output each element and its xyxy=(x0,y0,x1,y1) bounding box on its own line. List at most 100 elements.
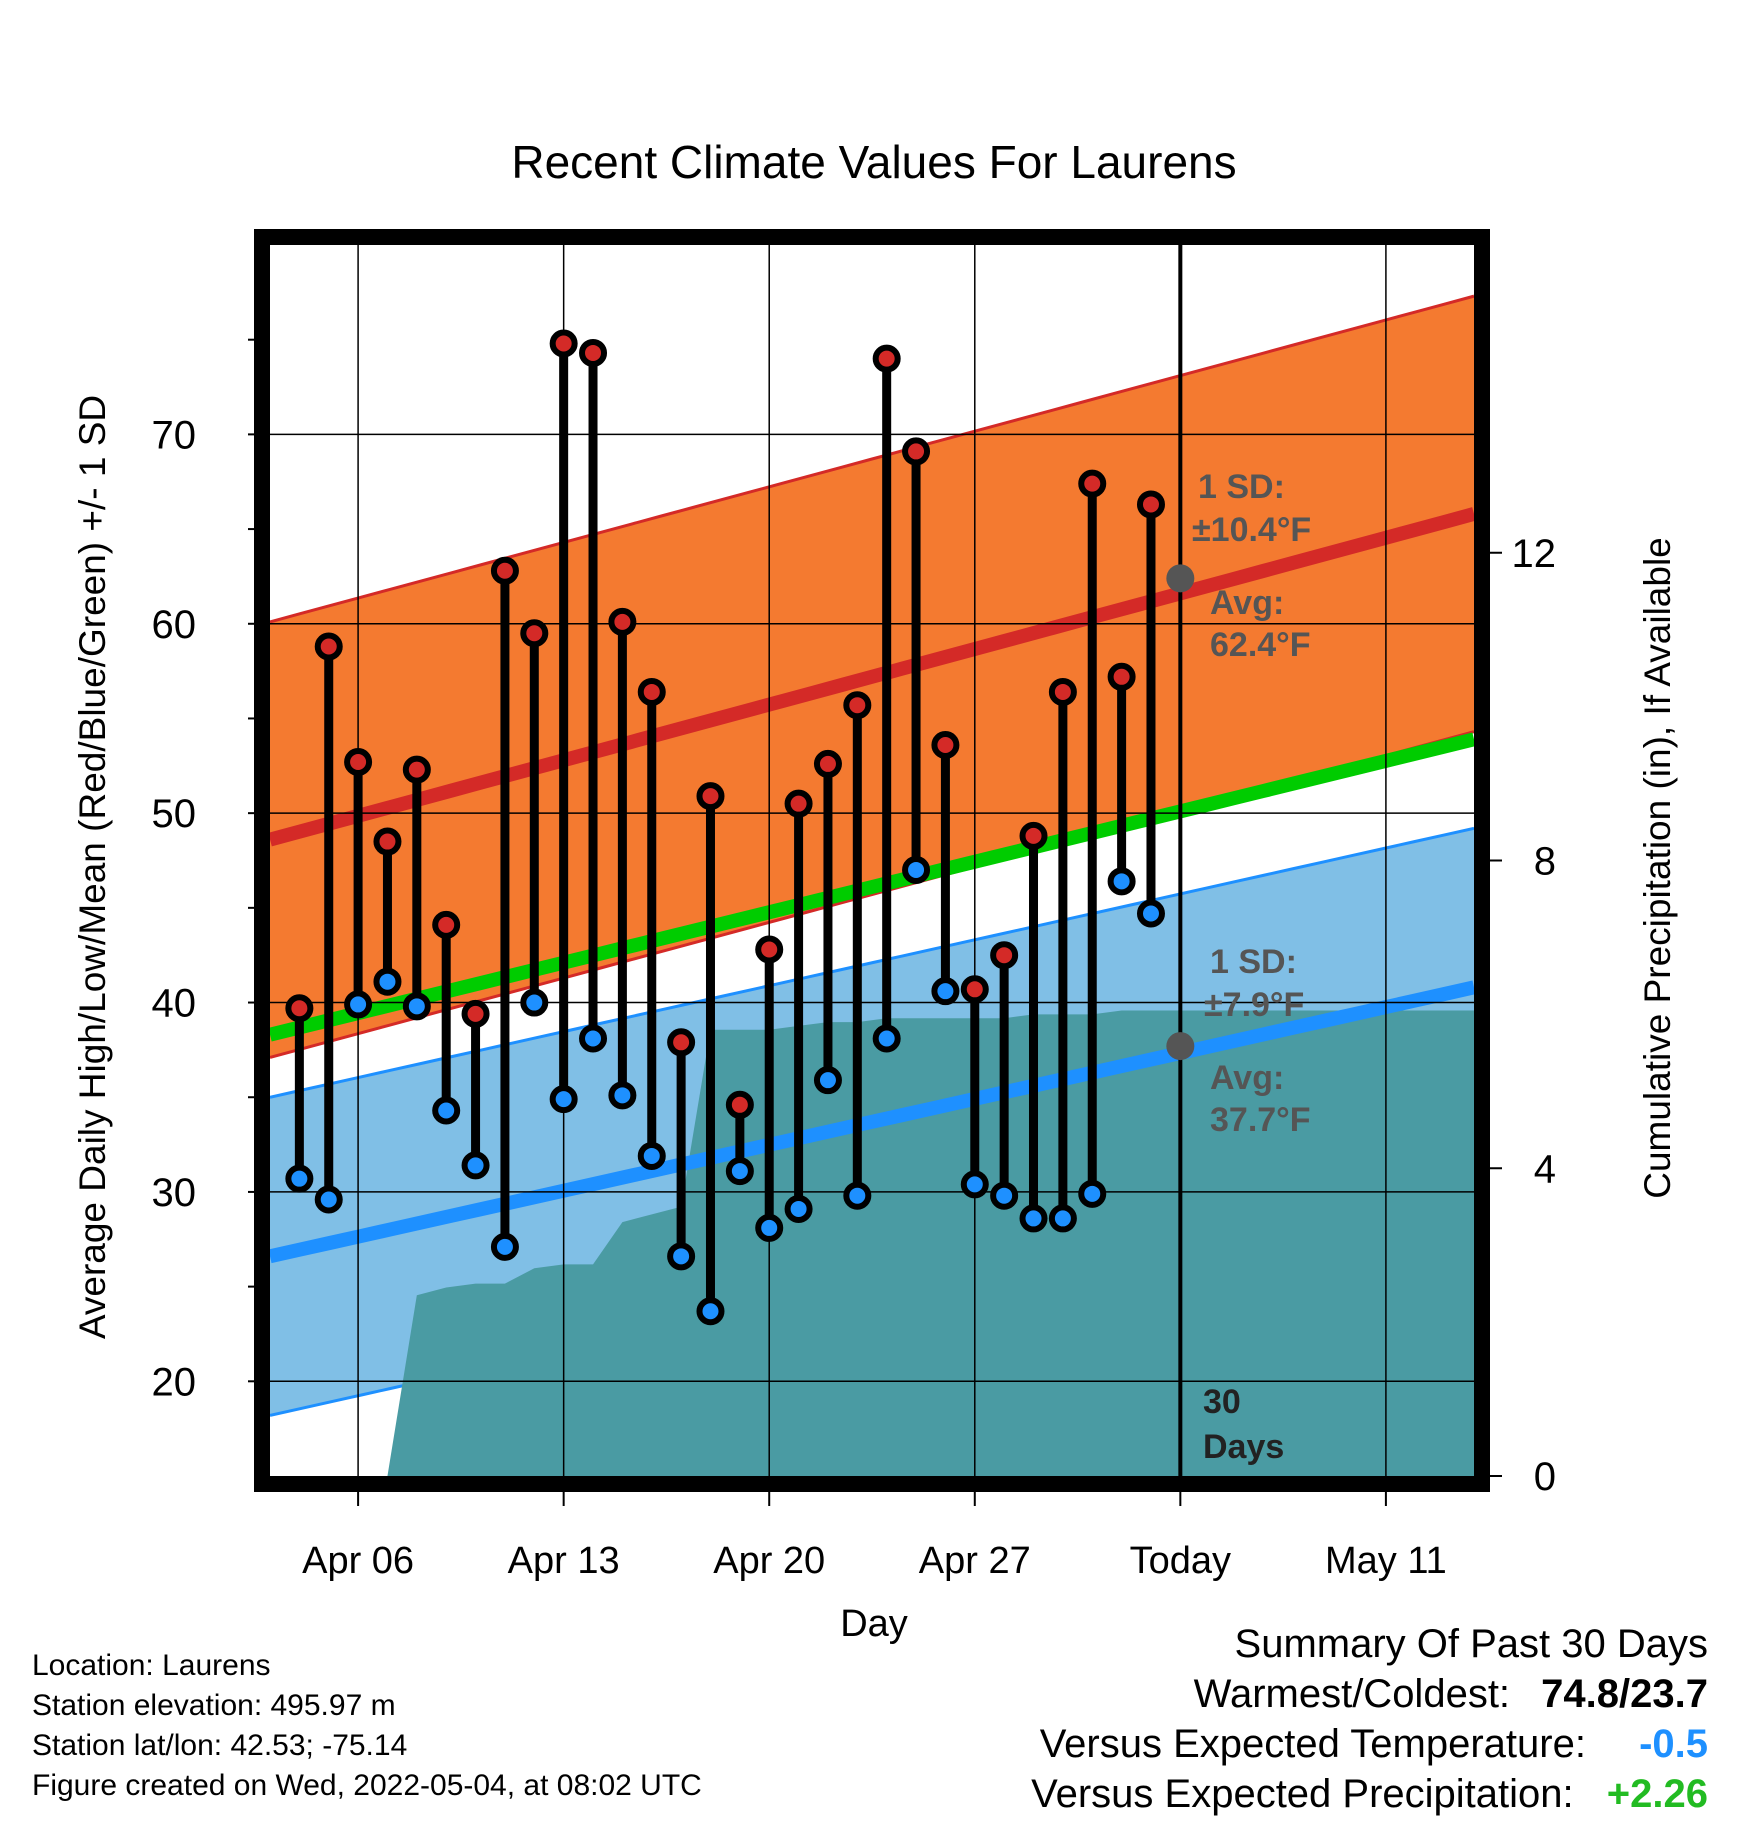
y2-tick-label: 8 xyxy=(1534,840,1556,884)
y2-tick-label: 12 xyxy=(1512,532,1557,576)
daily-low-point xyxy=(461,1151,490,1180)
daily-low-point xyxy=(579,1024,608,1053)
normal-high-line xyxy=(270,507,1474,847)
high-sd-value: ±10.4°F xyxy=(1192,511,1311,549)
daily-low-point xyxy=(696,1297,725,1326)
daily-low-point xyxy=(285,1164,314,1193)
x-axis-label: Day xyxy=(840,1603,908,1645)
period-label-number: 30 xyxy=(1203,1383,1241,1421)
y-axis-label: Average Daily High/Low/Mean (Red/Blue/Gr… xyxy=(72,395,113,1339)
period-label-unit: Days xyxy=(1203,1428,1284,1466)
daily-low-point xyxy=(931,977,960,1006)
daily-high-point xyxy=(1136,490,1165,519)
high-sd-upper-line xyxy=(270,294,1474,624)
footer-elevation: Station elevation: 495.97 m xyxy=(32,1689,396,1722)
daily-low-point xyxy=(344,990,373,1019)
daily-low-point xyxy=(725,1157,754,1186)
low-avg-label: Avg: xyxy=(1210,1059,1284,1097)
summary-warmest-row: Warmest/Coldest: 74.8/23.7 xyxy=(1194,1672,1708,1717)
daily-high-point xyxy=(432,910,461,939)
daily-high-point xyxy=(314,632,343,661)
footer-latlon: Station lat/lon: 42.53; -75.14 xyxy=(32,1729,408,1762)
daily-low-point xyxy=(314,1185,343,1214)
daily-low-point xyxy=(667,1242,696,1271)
high-sd-label: 1 SD: xyxy=(1198,468,1285,506)
daily-low-point xyxy=(960,1170,989,1199)
y-tick-label: 40 xyxy=(152,982,197,1026)
daily-high-point xyxy=(784,789,813,818)
plot-area xyxy=(270,245,1474,1476)
low-sd-label: 1 SD: xyxy=(1210,943,1297,981)
daily-high-point xyxy=(725,1090,754,1119)
high-avg-value: 62.4°F xyxy=(1210,626,1311,664)
daily-high-point xyxy=(1107,662,1136,691)
daily-low-point xyxy=(490,1232,519,1261)
daily-low-point xyxy=(872,1024,901,1053)
summary-temperature-value: -0.5 xyxy=(1639,1722,1708,1766)
y-tick-label: 60 xyxy=(152,603,197,647)
low-sd-value: ±7.9°F xyxy=(1204,986,1304,1024)
daily-low-point xyxy=(1107,867,1136,896)
footer-created: Figure created on Wed, 2022-05-04, at 08… xyxy=(32,1769,702,1802)
daily-low-point xyxy=(373,967,402,996)
daily-high-point xyxy=(843,691,872,720)
y-tick-label: 70 xyxy=(152,413,197,457)
x-tick-label: Apr 27 xyxy=(919,1540,1031,1582)
daily-high-point xyxy=(960,975,989,1004)
daily-high-point xyxy=(696,782,725,811)
daily-low-point xyxy=(549,1085,578,1114)
high-avg-label: Avg: xyxy=(1210,584,1284,622)
daily-high-point xyxy=(872,344,901,373)
y2-tick-label: 4 xyxy=(1534,1147,1556,1191)
daily-low-point xyxy=(520,988,549,1017)
daily-high-point xyxy=(579,338,608,367)
y2-axis-label: Cumulative Precipitation (in), If Availa… xyxy=(1637,537,1678,1199)
daily-high-point xyxy=(344,748,373,777)
daily-low-point xyxy=(1048,1204,1077,1233)
daily-low-point xyxy=(608,1081,637,1110)
summary-precipitation-row: Versus Expected Precipitation: +2.26 xyxy=(1031,1772,1708,1817)
y-tick-label: 30 xyxy=(152,1171,197,1215)
summary-temperature-label: Versus Expected Temperature: xyxy=(1039,1722,1586,1766)
summary-title: Summary Of Past 30 Days xyxy=(1234,1622,1708,1666)
daily-high-point xyxy=(520,619,549,648)
footer-location: Location: Laurens xyxy=(32,1649,271,1682)
daily-high-point xyxy=(1019,821,1048,850)
x-tick-label: Apr 06 xyxy=(302,1540,414,1582)
daily-low-point xyxy=(755,1213,784,1242)
summary-temperature-row: Versus Expected Temperature: -0.5 xyxy=(1040,1722,1708,1767)
summary-precipitation-label: Versus Expected Precipitation: xyxy=(1031,1772,1574,1816)
daily-low-point xyxy=(1019,1204,1048,1233)
x-tick-label: Apr 20 xyxy=(713,1540,825,1582)
daily-high-point xyxy=(402,755,431,784)
normal-low-line xyxy=(270,980,1474,1264)
y2-tick-label: 0 xyxy=(1534,1455,1556,1499)
daily-high-point xyxy=(902,437,931,466)
daily-low-point xyxy=(784,1194,813,1223)
x-tick-label: May 11 xyxy=(1325,1540,1447,1582)
low-sd-upper-line xyxy=(270,826,1474,1099)
daily-low-point xyxy=(813,1066,842,1095)
daily-high-point xyxy=(608,607,637,636)
daily-high-point xyxy=(755,935,784,964)
summary-precipitation-value: +2.26 xyxy=(1606,1772,1708,1816)
daily-low-point xyxy=(432,1096,461,1125)
daily-high-point xyxy=(285,994,314,1023)
x-tick-label: Apr 13 xyxy=(508,1540,620,1582)
daily-low-point xyxy=(1078,1179,1107,1208)
daily-low-point xyxy=(990,1181,1019,1210)
summary-warmest-value: 74.8/23.7 xyxy=(1541,1672,1708,1716)
precipitation-area xyxy=(340,1010,1474,1476)
daily-high-point xyxy=(373,827,402,856)
daily-low-point xyxy=(1136,899,1165,928)
daily-high-point xyxy=(990,941,1019,970)
daily-high-point xyxy=(461,999,490,1028)
chart-title: Recent Climate Values For Laurens xyxy=(511,136,1236,188)
low-avg-value: 37.7°F xyxy=(1210,1101,1311,1139)
normal-mean-line xyxy=(270,732,1474,1042)
daily-high-point xyxy=(549,329,578,358)
daily-low-point xyxy=(902,855,931,884)
high-avg-point xyxy=(1166,564,1195,593)
daily-high-point xyxy=(637,677,666,706)
